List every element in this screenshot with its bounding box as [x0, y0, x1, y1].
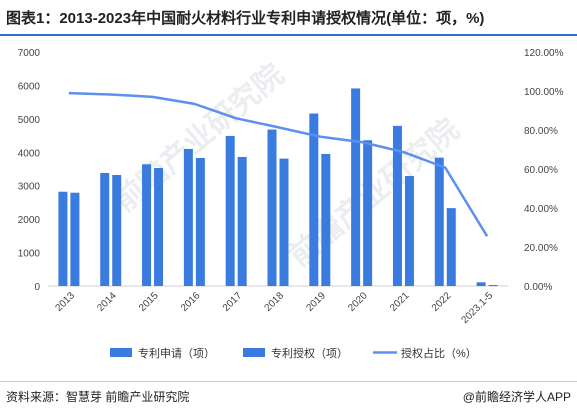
grant-bar — [404, 176, 414, 286]
left-tick-label: 7000 — [18, 48, 41, 59]
right-tick-label: 20.00% — [524, 243, 558, 254]
left-tick-label: 5000 — [18, 115, 41, 126]
grant-bar — [279, 158, 289, 286]
right-tick-label: 0.00% — [524, 282, 552, 293]
right-tick-label: 80.00% — [524, 126, 558, 137]
left-tick-label: 4000 — [18, 148, 41, 159]
grant-bar — [488, 284, 498, 286]
legend-label: 专利授权（项） — [271, 346, 348, 360]
apply-bar — [100, 173, 110, 286]
x-tick-label: 2017 — [221, 290, 245, 314]
apply-bar — [183, 148, 193, 286]
apply-bar — [351, 88, 361, 287]
ratio-line-series — [68, 91, 489, 237]
right-tick-label: 40.00% — [524, 204, 558, 215]
right-tick-label: 120.00% — [524, 48, 564, 59]
x-tick-label: 2014 — [95, 290, 119, 314]
x-tick-label: 2018 — [263, 290, 287, 314]
grant-bar — [70, 192, 80, 286]
chart-svg: 前瞻产业研究院 前瞻产业研究院 010002000300040005000600… — [18, 48, 564, 360]
footer-divider — [0, 381, 577, 382]
legend-swatch-bar — [243, 348, 265, 357]
left-tick-label: 1000 — [18, 249, 41, 260]
apply-bar — [267, 129, 277, 286]
grant-bar — [237, 156, 247, 286]
apply-bar — [225, 135, 235, 286]
grant-bar — [446, 208, 456, 286]
credit-note: @前瞻经济学人APP — [462, 390, 571, 404]
left-tick-label: 6000 — [18, 81, 41, 92]
grant-bar — [195, 157, 205, 286]
left-tick-label: 0 — [34, 282, 40, 293]
x-tick-label: 2015 — [137, 290, 161, 314]
apply-bar — [309, 113, 319, 286]
apply-bar — [434, 157, 444, 286]
legend: 专利申请（项） 专利授权（项） 授权占比（%） — [110, 346, 477, 360]
x-tick-label: 2023.1-5 — [460, 290, 496, 326]
grant-bar — [154, 167, 164, 286]
legend-label: 专利申请（项） — [138, 346, 215, 360]
x-axis: 2013 2014 2015 2016 2017 2018 2019 2020 2021 2022… — [48, 285, 508, 326]
right-axis: 0.00% 20.00% 40.00% 60.00% 80.00% 100.00% 120.… — [524, 48, 564, 293]
apply-bar — [392, 125, 402, 287]
right-tick-label: 100.00% — [524, 87, 564, 98]
grant-bar — [321, 153, 331, 286]
x-tick-label: 2016 — [179, 290, 203, 314]
left-tick-label: 2000 — [18, 215, 41, 226]
right-tick-label: 60.00% — [524, 165, 558, 176]
chart-title: 图表1：2013-2023年中国耐火材料行业专利申请授权情况(单位：项，%) — [6, 10, 485, 27]
title-divider — [0, 34, 577, 36]
x-tick-label: 2020 — [346, 290, 370, 314]
x-tick-label: 2013 — [54, 290, 78, 314]
grant-bar — [363, 140, 373, 286]
source-note: 资料来源：智慧芽 前瞻产业研究院 — [6, 390, 190, 404]
apply-bar — [476, 282, 486, 286]
left-tick-label: 3000 — [18, 182, 41, 193]
apply-bar — [58, 191, 68, 286]
bar-series — [58, 88, 498, 287]
legend-swatch-bar — [110, 348, 132, 357]
x-tick-label: 2022 — [430, 290, 454, 314]
legend-label: 授权占比（%） — [401, 346, 477, 360]
x-tick-label: 2021 — [388, 290, 412, 314]
left-axis: 0 1000 2000 3000 4000 5000 6000 7000 — [18, 48, 41, 293]
grant-bar — [112, 175, 122, 286]
apply-bar — [142, 164, 152, 286]
x-tick-label: 2019 — [304, 290, 328, 314]
